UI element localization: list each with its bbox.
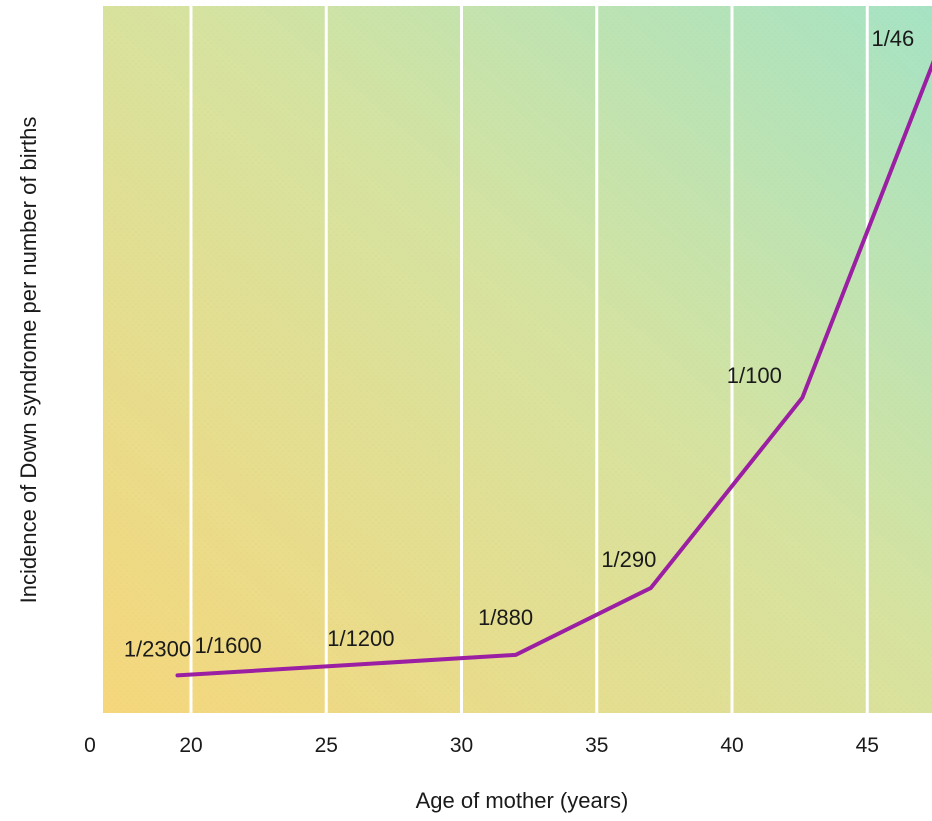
data-label: 1/290 xyxy=(601,547,656,572)
x-axis-ticks: 0 20 25 30 35 40 45 xyxy=(84,734,879,757)
data-label: 1/1600 xyxy=(195,633,262,658)
plot-area-texture xyxy=(103,6,932,713)
x-tick-label: 20 xyxy=(179,734,202,757)
data-label: 1/1200 xyxy=(327,626,394,651)
x-tick-label: 35 xyxy=(585,734,608,757)
grid-lines xyxy=(189,6,869,713)
x-tick-label: 30 xyxy=(450,734,473,757)
x-tick-label: 45 xyxy=(856,734,879,757)
incidence-line xyxy=(175,60,932,678)
data-label: 1/880 xyxy=(478,605,533,630)
data-label: 1/100 xyxy=(727,363,782,388)
x-tick-label: 25 xyxy=(315,734,338,757)
data-labels: 1/2300 1/1600 1/1200 1/880 1/290 1/100 1/46 xyxy=(124,26,914,661)
data-label: 1/46 xyxy=(871,26,914,51)
data-label: 1/2300 xyxy=(124,636,191,661)
x-tick-label: 40 xyxy=(720,734,743,757)
x-axis-title: Age of mother (years) xyxy=(416,788,629,813)
y-axis-title: Incidence of Down syndrome per number of… xyxy=(16,117,41,604)
x-tick-label: 0 xyxy=(84,734,96,757)
